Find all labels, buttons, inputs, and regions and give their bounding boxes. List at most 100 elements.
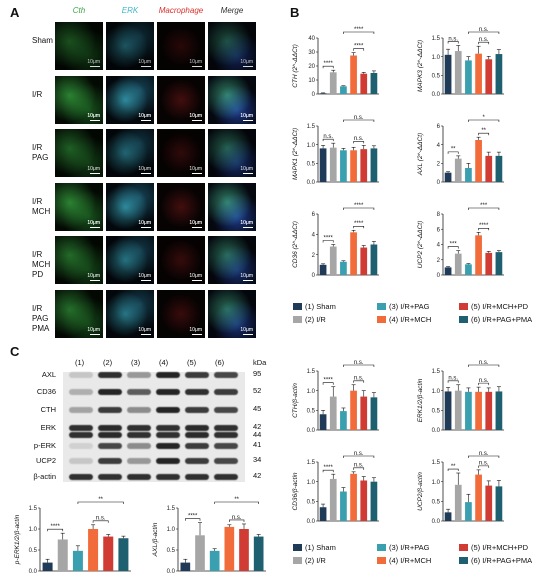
significance-label: **** bbox=[354, 221, 364, 227]
legend-label: (5) I/R+MCH+PD bbox=[471, 543, 529, 552]
significance-label: n.s. bbox=[354, 136, 364, 142]
bar-3 bbox=[340, 261, 347, 275]
bar-6 bbox=[370, 397, 378, 430]
y-tick-label: 0 bbox=[312, 92, 316, 98]
scale-bar bbox=[243, 280, 253, 281]
significance-label: n.s. bbox=[479, 360, 489, 366]
bar-3 bbox=[465, 168, 472, 182]
y-tick-label: 0.5 bbox=[307, 162, 316, 168]
significance-bracket bbox=[447, 246, 459, 249]
lane-label-6: (6) bbox=[215, 358, 225, 367]
chart-erk-protein: 0.0 0.5 1.0 1.5 ERK1/2/β-actin n.s. n.s. n.s. bbox=[417, 360, 504, 434]
bar-4 bbox=[475, 235, 482, 275]
protein-label-cth: CTH bbox=[40, 405, 56, 414]
significance-label: **** bbox=[188, 514, 198, 520]
y-tick-label: 4 bbox=[437, 143, 441, 149]
bar-4 bbox=[350, 232, 357, 275]
legend-item-2: (2) I/R bbox=[293, 556, 326, 565]
micrograph-0-0: 10μm bbox=[55, 22, 103, 70]
significance-label: n.s. bbox=[354, 115, 364, 121]
scale-bar bbox=[141, 173, 151, 174]
y-axis-label: UCP2 (2^-ΔΔCt) bbox=[417, 221, 424, 269]
bar-6 bbox=[495, 391, 503, 430]
y-tick-label: 30 bbox=[308, 50, 315, 56]
bar-4 bbox=[475, 140, 482, 182]
y-axis-label: CD36 (2^-ΔΔCt) bbox=[292, 221, 299, 268]
bar-2 bbox=[454, 390, 462, 430]
scale-bar bbox=[90, 173, 100, 174]
y-tick-label: 8 bbox=[437, 212, 441, 218]
scale-label: 10μm bbox=[87, 166, 100, 172]
scale-label: 10μm bbox=[189, 273, 202, 279]
bar-5 bbox=[360, 149, 368, 182]
scale-bar bbox=[141, 226, 151, 228]
y-axis-label: ERK1/2/β-actin bbox=[417, 378, 424, 422]
scale-bar bbox=[192, 226, 202, 228]
y-axis-label: CTH (2^-ΔΔCt) bbox=[292, 44, 299, 88]
bar-6 bbox=[370, 148, 378, 182]
scale-label: 10μm bbox=[87, 326, 100, 333]
lane-label-3: (3) bbox=[131, 358, 141, 367]
y-tick-label: 2 bbox=[312, 253, 316, 259]
bar-3 bbox=[209, 550, 220, 571]
scale-label: 10μm bbox=[87, 219, 100, 226]
significance-label: ** bbox=[98, 497, 103, 503]
bar-5 bbox=[485, 59, 493, 94]
chart-mapk1-mrna: 0.0 0.5 1.0 1.5 MAPK1 (2^-ΔΔCt) n.s. n.s. n.s. bbox=[292, 115, 379, 186]
y-tick-label: 1.0 bbox=[432, 55, 441, 61]
legend-swatch bbox=[377, 557, 386, 564]
scale-bar bbox=[141, 333, 151, 335]
micrograph-2-0: 10μm bbox=[55, 129, 103, 177]
significance-bracket bbox=[343, 31, 375, 34]
blot-band bbox=[127, 425, 151, 431]
y-axis-label: AXL (2^-ΔΔCt) bbox=[417, 133, 424, 176]
significance-bracket bbox=[353, 48, 365, 51]
legend-label: (5) I/R+MCH+PD bbox=[471, 302, 529, 311]
bar-1 bbox=[319, 93, 327, 94]
y-axis-label: CD36/β-actin bbox=[292, 472, 299, 510]
significance-bracket bbox=[322, 382, 334, 385]
micrograph-1-3: 10μm bbox=[208, 75, 256, 124]
y-tick-label: 1.0 bbox=[432, 480, 441, 486]
bar-2 bbox=[454, 51, 462, 94]
blot-band bbox=[69, 372, 93, 378]
bar-1 bbox=[444, 267, 452, 275]
bar-5 bbox=[360, 73, 368, 94]
bar-4 bbox=[350, 473, 357, 521]
legend-swatch bbox=[377, 316, 386, 323]
y-tick-label: 10 bbox=[308, 78, 315, 84]
blot-band bbox=[69, 389, 93, 395]
micrograph-0-3: 10μm bbox=[208, 22, 256, 70]
scale-label: 10μm bbox=[138, 273, 151, 279]
legend-item-5: (5) I/R+MCH+PD bbox=[459, 302, 528, 311]
legend-item-3: (3) I/R+PAG bbox=[377, 302, 430, 311]
significance-label: **** bbox=[354, 44, 364, 50]
y-tick-label: 0.5 bbox=[29, 548, 38, 554]
significance-bracket bbox=[478, 228, 490, 231]
blot-band bbox=[185, 432, 209, 438]
blot-band bbox=[127, 372, 151, 378]
significance-bracket bbox=[214, 501, 259, 504]
scale-label: 10μm bbox=[240, 112, 253, 119]
micrograph-5-3: 10μm bbox=[208, 289, 256, 338]
bar-4 bbox=[350, 55, 357, 94]
kda-header: kDa bbox=[253, 358, 267, 367]
significance-label: **** bbox=[479, 223, 489, 229]
bar-5 bbox=[360, 247, 368, 275]
bar-4 bbox=[475, 474, 482, 521]
protein-label-axl: AXL bbox=[41, 370, 56, 379]
blot-band bbox=[214, 474, 238, 480]
scale-label: 10μm bbox=[138, 59, 151, 65]
scale-bar bbox=[192, 66, 202, 67]
y-axis-label: MAPK1 (2^-ΔΔCt) bbox=[292, 128, 299, 180]
bar-1 bbox=[444, 512, 452, 521]
bar-5 bbox=[360, 396, 368, 430]
legend-swatch bbox=[377, 303, 386, 310]
bar-5 bbox=[103, 536, 114, 571]
y-tick-label: 6 bbox=[312, 212, 316, 218]
micrograph-4-3: 10μm bbox=[208, 236, 256, 284]
blot-band bbox=[127, 407, 151, 413]
bar-5 bbox=[485, 485, 493, 521]
